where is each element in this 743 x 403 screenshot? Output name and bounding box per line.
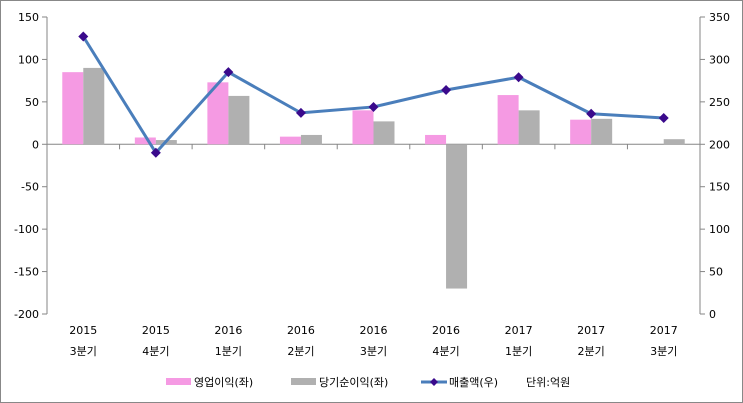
revenue-marker <box>78 31 89 42</box>
bar-net-income <box>83 67 105 145</box>
x-tick-label-year: 2017 <box>505 324 533 337</box>
legend-marker <box>430 378 438 386</box>
left-tick-label: 0 <box>32 138 39 151</box>
legend-label: 매출액(우) <box>449 376 498 389</box>
revenue-marker <box>223 67 234 78</box>
x-tick-label-quarter: 2분기 <box>287 345 314 358</box>
x-tick-label-quarter: 1분기 <box>505 345 532 358</box>
bar-net-income <box>518 110 540 145</box>
left-tick-label: -50 <box>21 181 39 194</box>
x-tick-label-quarter: 3분기 <box>360 345 387 358</box>
bar-operating-profit <box>352 110 374 145</box>
left-tick-label: -100 <box>14 223 39 236</box>
right-tick-label: 250 <box>709 96 730 109</box>
bar-operating-profit <box>425 134 447 145</box>
x-tick-label-year: 2016 <box>214 324 242 337</box>
revenue-marker <box>295 107 306 118</box>
revenue-marker <box>441 84 452 95</box>
left-tick-label: -150 <box>14 266 39 279</box>
right-tick-label: 100 <box>709 223 730 236</box>
right-tick-label: 200 <box>709 138 730 151</box>
revenue-marker <box>513 72 524 83</box>
right-tick-label: 300 <box>709 53 730 66</box>
x-tick-label-year: 2016 <box>360 324 388 337</box>
left-tick-label: 100 <box>18 53 39 66</box>
x-tick-label-quarter: 3분기 <box>650 345 677 358</box>
bar-operating-profit <box>62 72 84 145</box>
revenue-marker <box>150 147 161 158</box>
right-tick-label: 150 <box>709 181 730 194</box>
bar-net-income <box>228 95 250 145</box>
legend-swatch <box>166 378 191 385</box>
legend-label: 영업이익(좌) <box>194 376 253 389</box>
x-tick-label-quarter: 4분기 <box>432 345 459 358</box>
left-tick-label: 150 <box>18 11 39 24</box>
x-tick-label-year: 2016 <box>287 324 315 337</box>
x-tick-label-year: 2016 <box>432 324 460 337</box>
right-tick-label: 350 <box>709 11 730 24</box>
x-tick-label-year: 2017 <box>577 324 605 337</box>
revenue-marker <box>586 108 597 119</box>
x-tick-label-year: 2015 <box>69 324 97 337</box>
bar-operating-profit <box>207 82 229 145</box>
right-tick-label: 0 <box>709 308 716 321</box>
left-tick-label: 50 <box>25 96 39 109</box>
bar-operating-profit <box>134 137 156 145</box>
x-tick-label-year: 2015 <box>142 324 170 337</box>
x-tick-label-quarter: 4분기 <box>142 345 169 358</box>
revenue-marker <box>658 112 669 123</box>
revenue-marker <box>368 101 379 112</box>
right-tick-label: 50 <box>709 266 723 279</box>
x-tick-label-quarter: 3분기 <box>70 345 97 358</box>
bar-net-income <box>300 134 322 145</box>
bar-operating-profit <box>497 95 519 145</box>
legend-label: 당기순이익(좌) <box>319 376 388 389</box>
x-tick-label-quarter: 1분기 <box>215 345 242 358</box>
x-tick-label-year: 2017 <box>650 324 678 337</box>
bar-net-income <box>373 121 395 145</box>
bar-operating-profit <box>570 119 592 145</box>
bar-net-income <box>663 139 685 145</box>
bar-operating-profit <box>279 136 301 145</box>
left-tick-label: -200 <box>14 308 39 321</box>
x-tick-label-quarter: 2분기 <box>578 345 605 358</box>
unit-note: 단위:억원 <box>526 376 570 389</box>
bar-net-income <box>446 144 468 289</box>
legend-swatch <box>291 378 316 385</box>
bar-net-income <box>591 118 613 145</box>
